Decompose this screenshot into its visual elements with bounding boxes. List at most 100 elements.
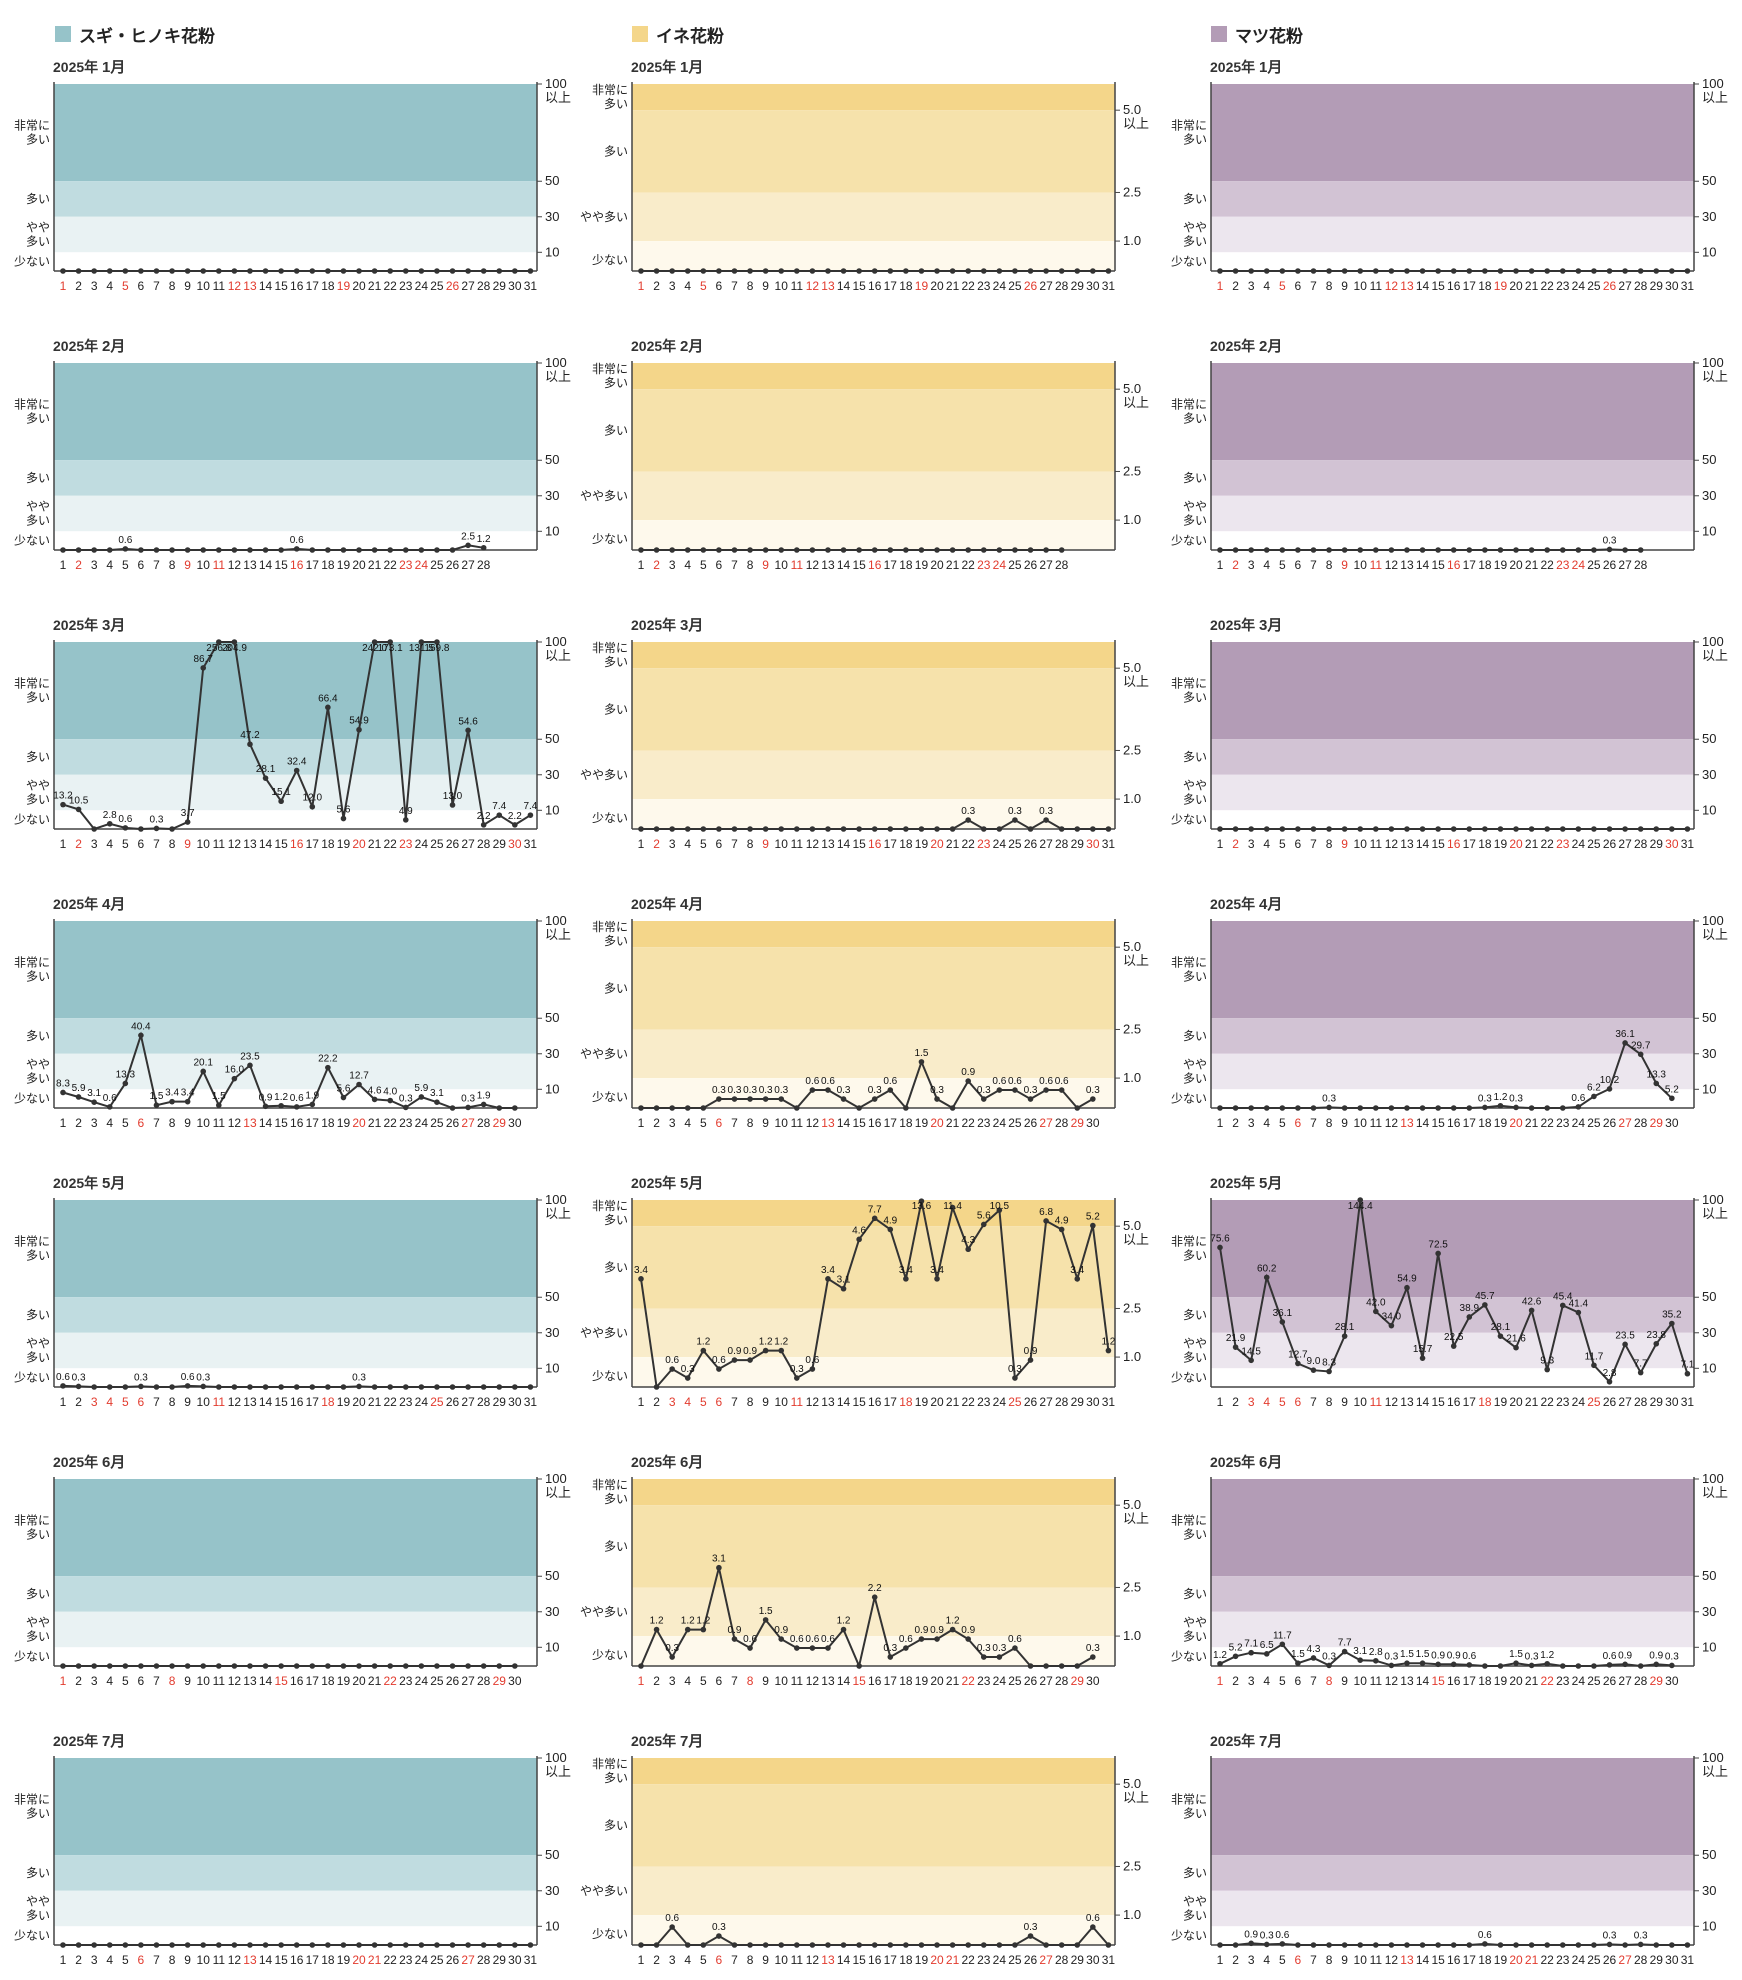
day-label: 9 (1341, 558, 1348, 572)
data-point (871, 547, 878, 553)
right-tick-label: 50 (1702, 1289, 1716, 1304)
legend-label-matsu: マツ花粉 (1235, 26, 1303, 46)
day-label: 26 (446, 837, 460, 851)
right-tick-label: 50 (1702, 173, 1716, 188)
data-point (1012, 547, 1018, 553)
day-label: 27 (1618, 1395, 1632, 1409)
year-label: 2025年 (1210, 1454, 1259, 1470)
data-point (1466, 1662, 1473, 1668)
data-point (1622, 1341, 1628, 1348)
data-point (1497, 826, 1504, 832)
data-label: 0.3 (743, 1085, 757, 1096)
level-label: 多い (604, 1260, 628, 1274)
day-label: 16 (1447, 1953, 1461, 1967)
data-point (669, 1105, 675, 1111)
data-point (918, 1636, 925, 1642)
day-label: 27 (1039, 1116, 1053, 1130)
right-tick-label: 10 (545, 1081, 559, 1096)
band-1 (1211, 739, 1694, 775)
data-point (1043, 1942, 1049, 1948)
day-label: 30 (508, 1674, 522, 1688)
year-label: 2025年 (1210, 617, 1259, 633)
data-point (1373, 826, 1379, 832)
data-point (75, 1942, 82, 1948)
data-point (1090, 268, 1096, 274)
day-label: 8 (1326, 279, 1333, 293)
band-2 (632, 192, 1115, 242)
day-label: 6 (138, 1395, 145, 1409)
data-point (1326, 1368, 1332, 1375)
data-point (1669, 1942, 1675, 1948)
day-label: 18 (899, 279, 913, 293)
data-label: 0.3 (1603, 535, 1617, 546)
day-label: 22 (962, 279, 976, 293)
day-label: 8 (747, 837, 754, 851)
data-point (825, 1942, 831, 1948)
data-point (527, 1942, 534, 1948)
data-label: 42.6 (1522, 1296, 1542, 1307)
data-point (60, 1663, 66, 1669)
level-label: やや (1183, 221, 1207, 235)
panel-title: 2025年 4月 (1210, 896, 1282, 913)
data-label: 8.3 (1322, 1357, 1336, 1368)
day-label: 4 (106, 1953, 113, 1967)
day-label: 10 (197, 1116, 211, 1130)
data-label: 28.1 (1491, 1322, 1511, 1333)
level-label: 多い (604, 1492, 628, 1506)
day-label: 2 (653, 279, 660, 293)
level-label: 多い (26, 793, 50, 807)
level-label: 多い (604, 1771, 628, 1785)
band-2 (54, 495, 537, 532)
level-label: 多い (1183, 1528, 1207, 1542)
data-point (278, 1663, 284, 1669)
day-label: 2 (1232, 1116, 1239, 1130)
day-label: 16 (1447, 1674, 1461, 1688)
day-label: 27 (1618, 837, 1632, 851)
day-label: 14 (837, 1674, 851, 1688)
data-point (434, 1942, 440, 1948)
data-point (980, 547, 987, 553)
data-label: 0.3 (759, 1085, 773, 1096)
day-label: 12 (1385, 1953, 1399, 1967)
month-label: 5月 (680, 1175, 703, 1192)
level-label: 多い (26, 1351, 50, 1365)
data-point (825, 1645, 831, 1651)
data-point (309, 268, 316, 274)
right-tick-label: 以上 (1123, 1232, 1149, 1247)
band-2 (54, 1053, 537, 1090)
data-point (1027, 1357, 1034, 1363)
data-point (1263, 1651, 1270, 1657)
day-label: 30 (1665, 1395, 1679, 1409)
day-label: 5 (1279, 1116, 1286, 1130)
data-point (1248, 1105, 1254, 1111)
day-label: 21 (368, 1674, 382, 1688)
data-point (825, 547, 831, 553)
day-label: 22 (384, 1953, 398, 1967)
day-label: 1 (1217, 1953, 1224, 1967)
data-point (1012, 1645, 1018, 1651)
level-label: 多い (26, 1587, 50, 1601)
data-label: 3.1 (430, 1088, 444, 1099)
data-point (106, 820, 113, 827)
data-point (75, 806, 82, 813)
level-label: 多い (1183, 793, 1207, 807)
data-point (262, 1103, 269, 1110)
day-label: 20 (930, 1953, 944, 1967)
level-label: 多い (604, 97, 628, 111)
data-point (1482, 547, 1488, 553)
day-label: 9 (762, 1116, 769, 1130)
data-point (1435, 826, 1441, 832)
data-point (512, 1663, 518, 1669)
right-tick-label: 50 (545, 1847, 559, 1862)
data-point (1637, 1941, 1644, 1948)
data-point (1012, 817, 1018, 823)
right-tick-label: 以上 (1702, 1485, 1728, 1500)
day-label: 6 (138, 558, 145, 572)
data-label: 1.2 (681, 1616, 695, 1627)
data-point (340, 547, 347, 553)
level-label: 多い (604, 423, 628, 437)
data-label: 0.6 (712, 1355, 726, 1366)
day-label: 3 (91, 1953, 98, 1967)
data-label: 32.4 (287, 757, 307, 768)
